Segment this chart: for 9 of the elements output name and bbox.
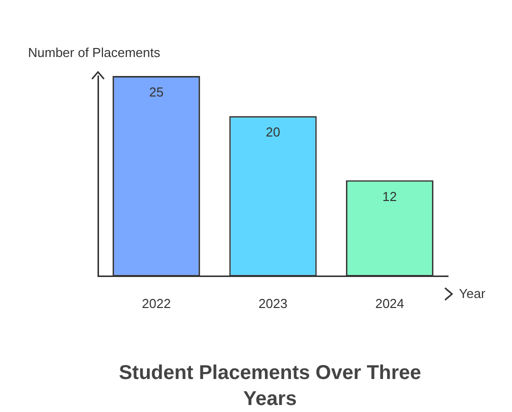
x-tick-label: 2024 bbox=[375, 296, 404, 311]
data-label: 12 bbox=[382, 188, 397, 204]
data-label: 25 bbox=[149, 84, 164, 100]
x-axis-title: Year bbox=[459, 286, 486, 301]
y-axis-title: Number of Placements bbox=[28, 45, 160, 60]
data-label: 20 bbox=[266, 124, 280, 140]
x-tick-label: 2022 bbox=[142, 296, 171, 311]
x-tick-label: 2023 bbox=[258, 296, 288, 311]
text: Student Placements Over Three Years bbox=[118, 361, 422, 412]
